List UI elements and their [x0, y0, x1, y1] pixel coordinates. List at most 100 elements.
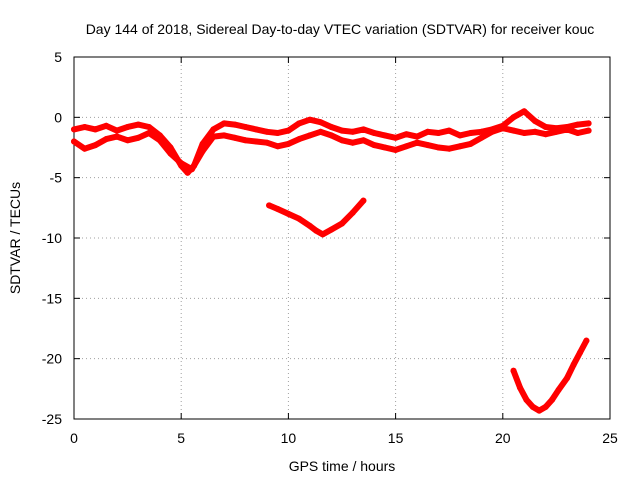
data-point	[92, 126, 99, 133]
data-point	[81, 124, 88, 130]
data-point	[328, 132, 335, 139]
data-point	[585, 127, 592, 134]
data-point	[135, 121, 142, 128]
data-point	[285, 127, 292, 134]
data-point	[339, 127, 345, 134]
data-point	[564, 126, 571, 133]
data-point	[583, 337, 590, 344]
grid-lines	[74, 57, 610, 419]
data-point	[274, 206, 281, 212]
series-line-track-1	[71, 108, 592, 176]
data-point	[424, 128, 431, 135]
x-axis-label: GPS time / hours	[289, 458, 396, 474]
data-point	[231, 121, 238, 128]
data-point	[210, 133, 217, 140]
data-point	[242, 124, 249, 130]
data-series-layer	[71, 108, 592, 414]
data-point	[349, 139, 356, 146]
data-point	[253, 126, 260, 133]
data-point	[306, 132, 313, 139]
data-point	[489, 128, 496, 135]
data-point	[521, 108, 528, 115]
data-point	[264, 139, 270, 146]
data-point	[577, 349, 583, 356]
data-point	[542, 131, 549, 138]
data-point	[392, 134, 399, 141]
data-point	[574, 130, 581, 136]
data-point	[92, 142, 99, 149]
data-point	[231, 134, 238, 141]
x-tick-label: 10	[281, 430, 297, 446]
data-point	[392, 146, 399, 153]
axis-ticks: 0 5 10 15 20 25 -25 -20 -15 -10 -5 0 5	[42, 49, 618, 446]
data-point	[467, 140, 474, 147]
y-axis-label: SDTVAR / TECUs	[7, 182, 23, 294]
data-point	[478, 134, 485, 141]
data-point	[71, 138, 77, 145]
data-point	[529, 403, 536, 410]
data-point	[456, 143, 463, 150]
data-point	[317, 128, 324, 135]
data-point	[523, 396, 530, 403]
data-point	[339, 220, 345, 227]
data-point	[435, 144, 442, 151]
data-point	[532, 128, 538, 135]
data-point	[574, 121, 581, 128]
data-point	[81, 145, 88, 152]
data-point	[467, 130, 474, 136]
data-point	[381, 144, 388, 151]
data-point	[135, 134, 142, 141]
data-point	[221, 132, 228, 139]
data-point	[146, 130, 152, 136]
data-point	[478, 128, 485, 135]
data-point	[274, 143, 281, 150]
data-point	[156, 137, 163, 144]
data-point	[285, 140, 292, 147]
data-point	[510, 127, 517, 134]
data-point	[253, 138, 260, 145]
data-point	[555, 387, 562, 393]
data-point	[339, 137, 345, 144]
data-point	[113, 133, 120, 140]
data-point	[549, 396, 556, 403]
data-point	[124, 124, 131, 130]
data-point	[178, 160, 185, 167]
y-tick-label: -20	[42, 351, 62, 367]
data-point	[113, 127, 120, 134]
y-tick-label: -5	[50, 170, 63, 186]
data-point	[242, 137, 249, 144]
data-point	[167, 150, 174, 157]
x-tick-label: 20	[495, 430, 511, 446]
data-point	[381, 132, 388, 139]
data-point	[103, 136, 110, 143]
data-point	[221, 120, 228, 127]
data-point	[306, 222, 313, 229]
data-point	[103, 122, 110, 129]
data-point	[403, 131, 410, 138]
data-point	[317, 119, 324, 126]
y-tick-label: 5	[54, 49, 62, 65]
data-point	[285, 210, 292, 217]
data-point	[371, 130, 378, 136]
data-point	[510, 367, 517, 374]
data-point	[371, 142, 378, 149]
data-point	[360, 137, 367, 144]
data-point	[360, 197, 367, 204]
data-point	[306, 116, 313, 123]
data-point	[349, 209, 356, 216]
data-point	[319, 231, 326, 238]
data-point	[266, 202, 273, 209]
data-point	[296, 120, 303, 127]
data-point	[542, 403, 549, 410]
data-point	[296, 215, 303, 222]
data-point	[360, 126, 367, 133]
x-tick-label: 15	[388, 430, 404, 446]
chart-title: Day 144 of 2018, Sidereal Day-to-day VTE…	[86, 21, 595, 37]
data-point	[403, 143, 410, 150]
data-point	[424, 142, 431, 149]
data-point	[349, 128, 356, 135]
y-tick-label: -10	[42, 230, 62, 246]
data-point	[274, 130, 281, 136]
data-point	[328, 226, 335, 233]
